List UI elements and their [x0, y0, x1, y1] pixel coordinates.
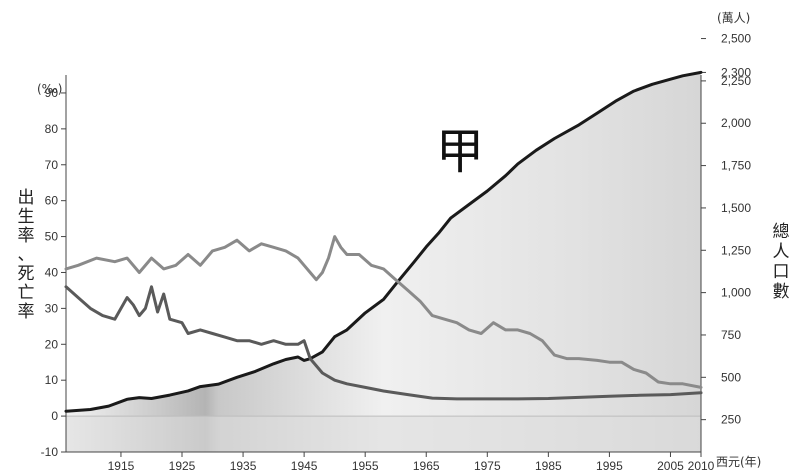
vertical-label-char: 出: [18, 188, 35, 208]
right-tick-label: 2,500: [721, 32, 751, 46]
right-tick-label: 1,000: [721, 286, 751, 300]
x-tick-label: 2005: [657, 459, 684, 473]
population-line: [64, 70, 703, 413]
zero-band-rect: [66, 416, 701, 452]
left-tick-label: 10: [45, 373, 59, 387]
vertical-label-char: 、: [18, 245, 35, 265]
series-lines: [64, 70, 703, 413]
vertical-label-char: 亡: [18, 283, 35, 303]
right-tick-label: 250: [721, 413, 741, 427]
right-axis-unit: (萬人): [717, 11, 750, 25]
x-tick-label: 1995: [596, 459, 623, 473]
left-tick-label: 40: [45, 265, 59, 279]
vertical-label-char: 口: [773, 262, 790, 282]
zero-band: [66, 415, 701, 452]
right-tick-label: 1,500: [721, 201, 751, 215]
left-tick-label: 50: [45, 230, 59, 244]
left-tick-label: 20: [45, 337, 59, 351]
vertical-label-char: 死: [18, 264, 35, 284]
vertical-label-char: 人: [773, 242, 790, 262]
birth-rate-line: [64, 235, 703, 389]
x-tick-label: 1975: [474, 459, 501, 473]
left-tick-label: 60: [45, 194, 59, 208]
left-axis-unit: (‰): [37, 82, 62, 96]
left-tick-label: 0: [51, 409, 58, 423]
left-tick-label: 30: [45, 301, 59, 315]
annotation-label: 甲: [436, 124, 484, 180]
vertical-label-char: 率: [18, 226, 35, 246]
right-tick-label: 500: [721, 370, 741, 384]
death-rate-line: [64, 285, 703, 401]
left-axis-label: 出生率、死亡率: [18, 188, 35, 322]
left-axis-ticks: -10 0 10 20 30 40 50 60 70 80 90: [41, 86, 66, 459]
x-tick-label: 1955: [352, 459, 379, 473]
x-tick-label: 1935: [230, 459, 257, 473]
left-tick-label: -10: [41, 445, 59, 459]
right-tick-label: 750: [721, 328, 741, 342]
right-tick-label: 2,000: [721, 116, 751, 130]
right-axis-ticks: 2505007501,0001,2501,5001,7502,0002,2502…: [701, 32, 751, 427]
left-tick-label: 90: [45, 86, 59, 100]
x-tick-label: 1945: [291, 459, 318, 473]
right-tick-label: 1,250: [721, 243, 751, 257]
population-area-fill: [66, 72, 701, 453]
x-tick-label: 2010: [688, 459, 715, 473]
left-tick-label: 70: [45, 158, 59, 172]
right-tick-label: 2,250: [721, 74, 751, 88]
left-tick-label: 80: [45, 122, 59, 136]
x-tick-label: 1925: [169, 459, 196, 473]
right-tick-label: 2,300: [721, 65, 751, 79]
population-area: [66, 72, 701, 453]
x-axis-unit: 西元(年): [716, 455, 761, 469]
vertical-label-char: 數: [773, 282, 790, 302]
vertical-label-char: 總: [773, 222, 790, 242]
x-tick-label: 1965: [413, 459, 440, 473]
x-tick-label: 1985: [535, 459, 562, 473]
x-tick-label: 1915: [108, 459, 135, 473]
right-tick-label: 1,750: [721, 159, 751, 173]
x-axis-ticks: 1915 1925 1935 1945 1955 1965 1975 1985 1995 2005…: [108, 452, 715, 473]
vertical-label-char: 率: [18, 302, 35, 322]
vertical-label-char: 生: [18, 207, 35, 227]
